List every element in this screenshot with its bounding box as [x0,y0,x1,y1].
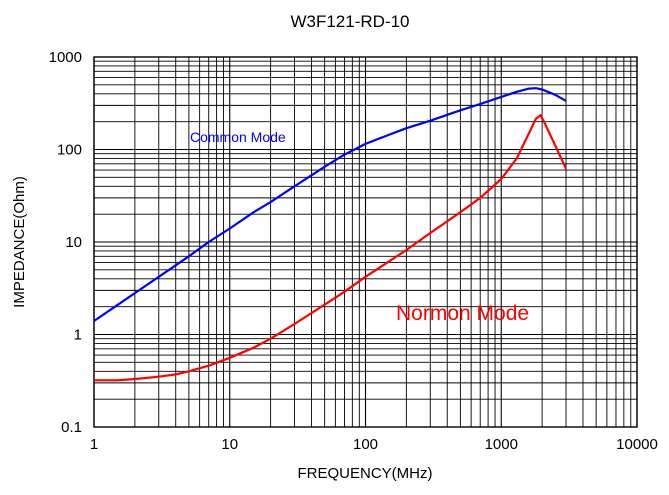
series-label-normon-mode: Normon Mode [396,302,529,325]
x-tick-label: 1 [90,436,98,453]
y-tick-label: 10 [65,234,82,251]
y-tick-label: 100 [57,142,82,159]
series-lines [93,87,567,382]
x-tick-label: 1000 [485,436,518,453]
y-tick-labels: 0.1 1 10 100 1000 [49,49,82,436]
chart-title: W3F121-RD-10 [290,12,409,31]
y-tick-label: 1 [74,327,82,344]
common-mode-line [93,87,567,322]
x-tick-label: 10000 [616,436,658,453]
normon-mode-line [94,114,567,382]
plot-grid [93,56,638,428]
y-tick-label: 0.1 [61,419,82,436]
y-axis-label: IMPEDANCE(Ohm) [11,176,28,308]
x-axis-label: FREQUENCY(MHz) [298,465,433,482]
plot-frame [93,56,638,428]
x-tick-labels: 1 10 100 1000 10000 [90,436,658,453]
y-tick-label: 1000 [49,49,82,66]
x-tick-label: 100 [353,436,378,453]
x-tick-label: 10 [221,436,238,453]
series-label-common-mode: Common Mode [190,129,286,145]
